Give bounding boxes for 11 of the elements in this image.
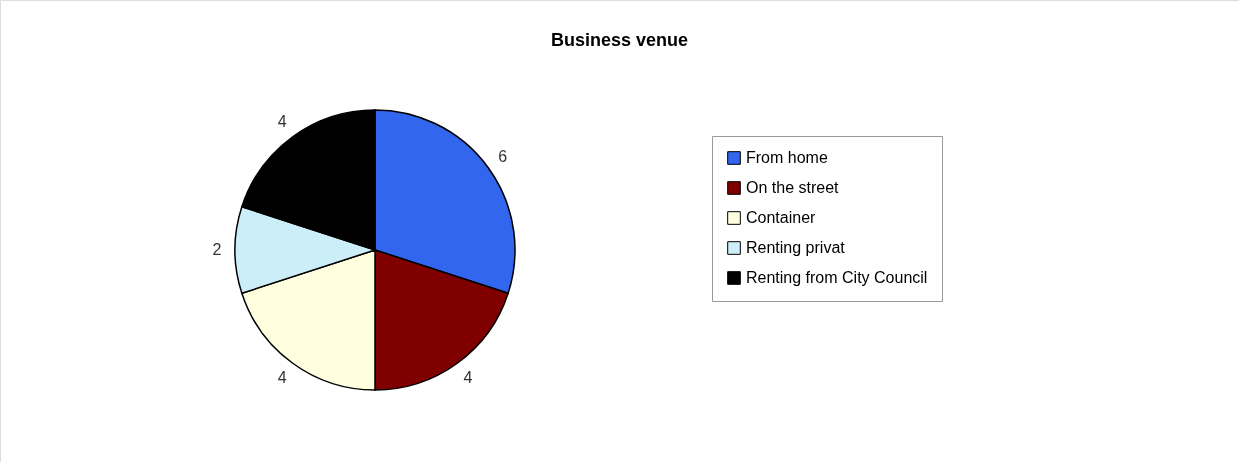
data-label: 4 <box>463 368 473 386</box>
data-label: 4 <box>277 113 287 131</box>
data-label: 2 <box>212 241 222 258</box>
data-label: 6 <box>498 148 508 166</box>
legend-label: Container <box>746 209 817 226</box>
legend-label: From home <box>746 149 828 166</box>
legend-label: Renting from City Council <box>746 269 928 286</box>
chart-title: Business venue <box>550 30 689 50</box>
legend-label: On the street <box>746 179 840 196</box>
data-label: 4 <box>277 368 287 386</box>
legend-label: Renting privat <box>746 239 846 256</box>
